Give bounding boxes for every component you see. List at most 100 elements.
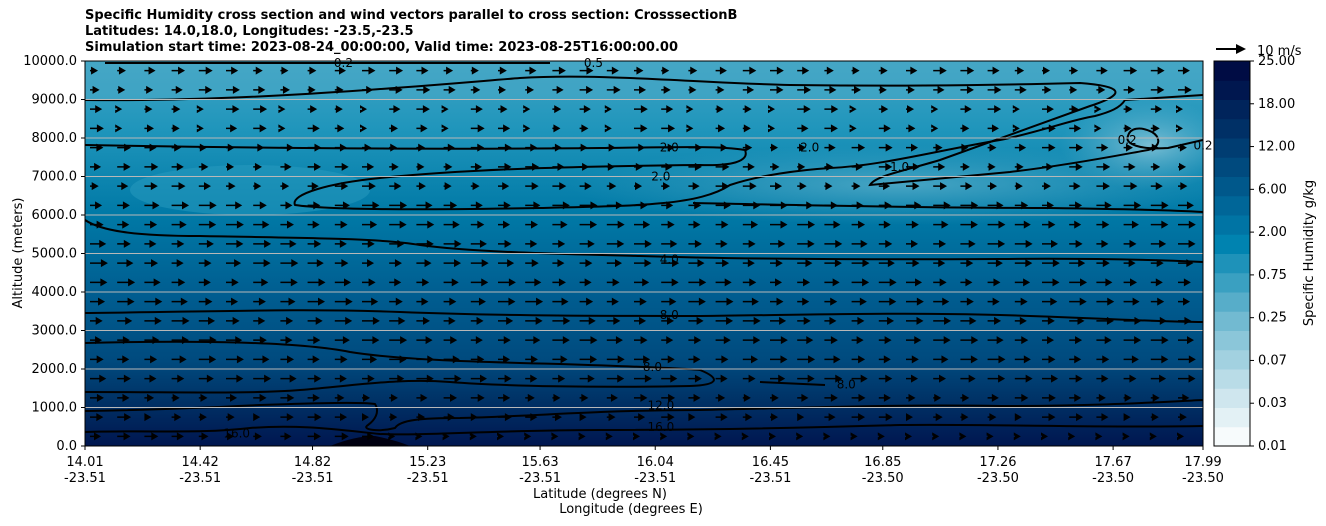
wind-arrow [933, 66, 947, 75]
wind-arrow [770, 393, 779, 402]
wind-arrow [931, 105, 939, 114]
wind-arrow [334, 85, 344, 94]
wind-arrow [906, 413, 913, 422]
wind-arrow [416, 85, 431, 94]
wind-arrow [1123, 413, 1131, 422]
wind-arrow [389, 374, 405, 383]
wind-arrow [634, 355, 651, 364]
wind-arrow [1150, 374, 1167, 383]
wind-arrow [688, 162, 702, 171]
wind-arrow [389, 413, 398, 422]
wind-arrow [661, 105, 674, 114]
wind-arrow [171, 124, 180, 133]
x-tick-label-lon: -23.51 [749, 471, 791, 486]
wind-arrow [498, 220, 511, 229]
wind-arrow [389, 105, 401, 114]
wind-arrow [715, 259, 730, 268]
wind-arrow [797, 239, 815, 248]
wind-arrow [389, 124, 398, 133]
wind-arrow [552, 355, 568, 364]
wind-arrow [1014, 182, 1023, 191]
wind-arrow [280, 297, 296, 306]
wind-arrow [1096, 413, 1109, 422]
wind-arrow [742, 355, 759, 364]
wind-arrow [198, 432, 209, 441]
wind-arrow [1069, 85, 1078, 94]
wind-arrow [688, 66, 698, 75]
wind-arrow [987, 413, 997, 422]
wind-arrow [470, 66, 479, 75]
wind-arrow [171, 143, 182, 152]
wind-arrow [1042, 374, 1059, 383]
contour-label: 1.0 [890, 160, 909, 174]
wind-arrow [1150, 143, 1159, 152]
wind-arrow [1177, 432, 1184, 441]
wind-arrow [604, 124, 612, 133]
wind-arrow [253, 105, 268, 114]
colorbar-frame [1213, 60, 1251, 447]
wind-arrow [280, 239, 297, 248]
wind-arrow [552, 105, 562, 114]
wind-arrow [552, 162, 565, 171]
wind-arrow [634, 220, 651, 229]
wind-arrow [416, 66, 429, 75]
wind-arrow [117, 374, 131, 383]
wind-arrow [90, 105, 103, 114]
wind-arrow [1096, 182, 1110, 191]
wind-arrow [470, 143, 485, 152]
chart-title-line-1: Specific Humidity cross section and wind… [85, 8, 738, 23]
wind-arrow [850, 432, 858, 441]
x-tick-label-lat: 17.26 [979, 455, 1016, 470]
wind-arrow [688, 413, 696, 422]
wind-arrow [280, 143, 294, 152]
wind-arrow [688, 374, 702, 383]
y-axis: 10000.0 9000.0 8000.0 7000.0 6000.0 5000.0 400… [23, 54, 85, 454]
x-tick-label-lon: -23.50 [977, 471, 1019, 486]
wind-arrow [715, 316, 734, 325]
wind-arrow [1123, 259, 1136, 268]
wind-arrow [441, 105, 449, 114]
contour-labels: 0.2 0.5 2.0 2.0 2.0 1.0 0.2 0.2 4.0 8.0 8.0 8.0 12.0… [223, 56, 1212, 441]
wind-arrow [280, 432, 292, 441]
wind-arrow [1150, 201, 1169, 210]
wind-arrow [906, 162, 920, 171]
wind-arrow [823, 432, 831, 441]
wind-arrow [768, 124, 775, 133]
wind-arrow [906, 355, 919, 364]
wind-arrow [525, 336, 541, 345]
wind-arrow [797, 105, 811, 114]
wind-arrow [470, 393, 485, 402]
wind-arrow [117, 393, 130, 402]
wind-arrow [117, 66, 126, 75]
wind-arrow [932, 432, 940, 441]
wind-arrow [1042, 316, 1055, 325]
wind-arrow [1150, 316, 1167, 325]
wind-arrow [960, 124, 970, 133]
wind-arrow [987, 201, 1004, 210]
wind-arrow [523, 124, 531, 133]
wind-arrow [144, 413, 152, 422]
wind-arrow [307, 297, 326, 306]
wind-arrow [196, 124, 204, 133]
wind-arrow [226, 66, 239, 75]
y-tick-label: 10000.0 [23, 54, 77, 69]
wind-arrow [824, 201, 838, 210]
contour-label: 8.0 [660, 308, 679, 322]
wind-arrow [443, 355, 460, 364]
wind-arrow [1014, 297, 1028, 306]
wind-arrow [715, 124, 726, 133]
wind-arrow [198, 316, 216, 325]
contour-label: 2.0 [651, 170, 670, 184]
wind-arrow [851, 393, 866, 402]
wind-arrow [824, 220, 841, 229]
y-tick-label: 9000.0 [32, 93, 78, 108]
wind-arrow [552, 220, 568, 229]
wind-arrow [253, 432, 262, 441]
wind-arrow [770, 278, 783, 287]
wind-arrow [797, 85, 812, 94]
wind-arrow [1014, 393, 1029, 402]
wind-arrow [1178, 374, 1196, 383]
wind-arrow [226, 162, 235, 171]
wind-arrow [525, 316, 543, 325]
wind-arrow [198, 374, 214, 383]
